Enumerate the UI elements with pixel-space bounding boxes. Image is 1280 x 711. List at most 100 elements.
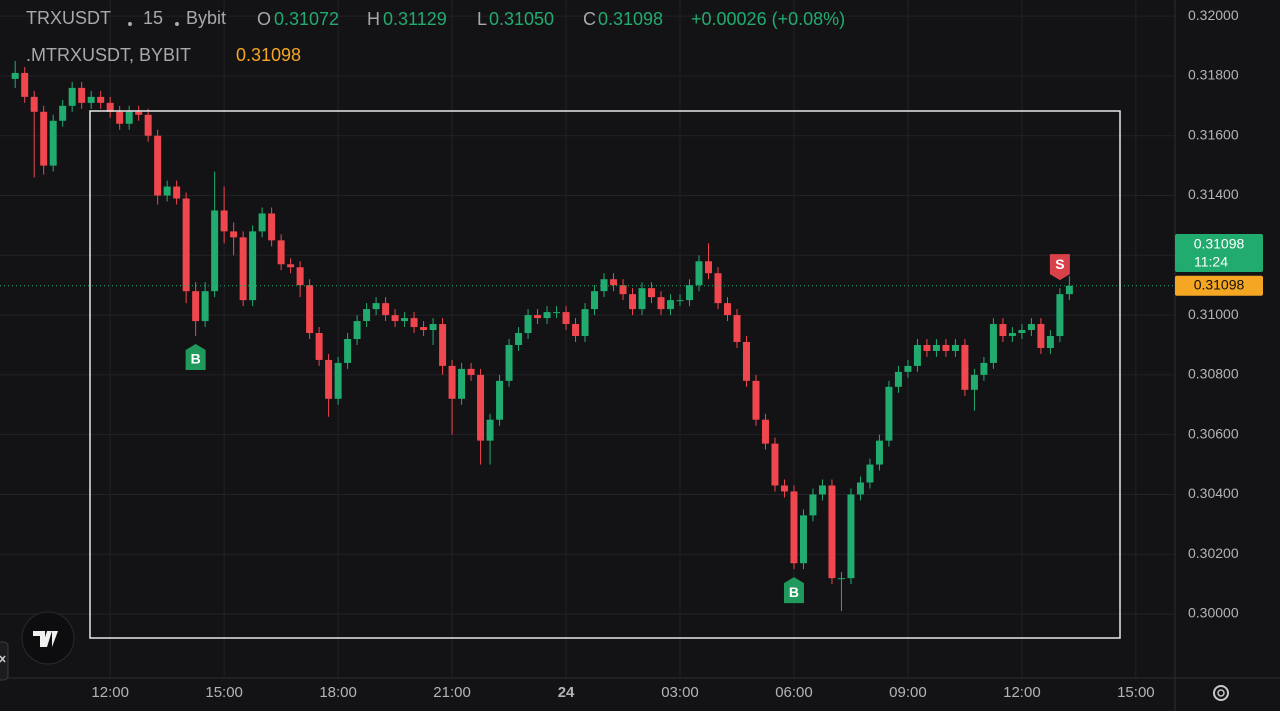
candle-body bbox=[325, 359, 333, 399]
candle-body bbox=[296, 267, 304, 286]
candle-body bbox=[932, 344, 940, 351]
x-tick-label: 12:00 bbox=[91, 684, 129, 701]
rectangle-drawing bbox=[89, 110, 1121, 639]
x-tick-label: 18:00 bbox=[319, 684, 357, 701]
candle-body bbox=[733, 315, 741, 342]
trade-marker: B bbox=[185, 344, 206, 371]
candle-body bbox=[913, 344, 921, 366]
grid bbox=[0, 0, 1175, 678]
y-tick-label: 0.30600 bbox=[1188, 425, 1239, 441]
indicator-name: .MTRXUSDT, BYBIT bbox=[26, 45, 191, 65]
candle-body bbox=[961, 344, 969, 390]
candle-body bbox=[619, 285, 627, 295]
countdown: 11:24 bbox=[1194, 254, 1228, 270]
settings-icon[interactable] bbox=[1213, 685, 1229, 701]
candle-body bbox=[761, 419, 769, 444]
candle-body bbox=[420, 327, 428, 331]
candle-body bbox=[363, 309, 371, 322]
candle-body bbox=[173, 186, 181, 199]
candle-body bbox=[277, 240, 285, 265]
candle-body bbox=[40, 111, 48, 166]
x-tick-label: 06:00 bbox=[775, 684, 813, 701]
gear-hub bbox=[1217, 689, 1225, 697]
candle-body bbox=[572, 324, 580, 337]
candle-body bbox=[1018, 330, 1026, 334]
x-tick-label: 24 bbox=[558, 684, 575, 701]
candle-body bbox=[211, 210, 219, 292]
candle-body bbox=[1056, 294, 1064, 337]
x-tick-label: 09:00 bbox=[889, 684, 927, 701]
candle-body bbox=[315, 333, 323, 360]
candle-body bbox=[894, 371, 902, 387]
close-label: C bbox=[583, 9, 596, 29]
marker-label: B bbox=[789, 584, 799, 600]
candle-body bbox=[125, 111, 133, 124]
marker-label: S bbox=[1055, 256, 1064, 272]
candle-body bbox=[106, 102, 114, 112]
low-label: L bbox=[477, 9, 487, 29]
trade-marker: S bbox=[1049, 254, 1070, 281]
candle-body bbox=[258, 213, 266, 232]
candle-body bbox=[866, 464, 874, 483]
x-tick-label: 21:00 bbox=[433, 684, 471, 701]
candle-body bbox=[837, 578, 845, 580]
y-tick-label: 0.30000 bbox=[1188, 605, 1239, 621]
candle-body bbox=[543, 312, 551, 319]
candle-body bbox=[458, 368, 466, 399]
candle-body bbox=[391, 315, 399, 322]
candle-body bbox=[562, 312, 570, 325]
candle-body bbox=[809, 494, 817, 516]
candle-body bbox=[686, 285, 694, 301]
candle-body bbox=[21, 72, 29, 97]
candle-body bbox=[372, 303, 380, 310]
candle-body bbox=[467, 368, 475, 375]
interval: 15 bbox=[143, 8, 163, 28]
candle-body bbox=[1037, 324, 1045, 348]
marker-shape bbox=[185, 344, 206, 371]
marker-shape bbox=[1049, 254, 1070, 281]
candle-body bbox=[629, 294, 637, 310]
candle-body bbox=[818, 485, 826, 495]
symbol: TRXUSDT bbox=[26, 8, 111, 28]
candle-body bbox=[287, 264, 295, 268]
candle-body bbox=[742, 341, 750, 381]
candle-body bbox=[192, 291, 200, 322]
candle-body bbox=[904, 365, 912, 372]
candle-body bbox=[885, 386, 893, 441]
high-label: H bbox=[367, 9, 380, 29]
candle-body bbox=[334, 362, 342, 399]
indicator-price-label: 0.31098 bbox=[1194, 276, 1245, 292]
candle-body bbox=[477, 374, 485, 441]
candle-body bbox=[1065, 285, 1073, 295]
y-tick-label: 0.30800 bbox=[1188, 366, 1239, 382]
candle-body bbox=[648, 288, 656, 298]
legend: TRXUSDT 15 Bybit O 0.31072 H 0.31129 L 0… bbox=[26, 8, 845, 65]
candle-body bbox=[230, 231, 238, 238]
candle-body bbox=[771, 443, 779, 486]
candle-body bbox=[135, 111, 143, 115]
candle-body bbox=[752, 380, 760, 420]
high-value: 0.31129 bbox=[383, 9, 447, 29]
candle-body bbox=[68, 87, 76, 106]
open-label: O bbox=[257, 9, 271, 29]
candle-body bbox=[534, 315, 542, 319]
candle-body bbox=[220, 210, 228, 232]
marker-label: B bbox=[191, 351, 201, 367]
candle-body bbox=[524, 315, 532, 334]
separator bbox=[175, 22, 179, 26]
x-tick-label: 15:00 bbox=[1117, 684, 1155, 701]
candle-body bbox=[847, 494, 855, 579]
x-tick-label: 15:00 bbox=[205, 684, 243, 701]
candle-body bbox=[1046, 336, 1054, 348]
candle-body bbox=[695, 261, 703, 286]
candle-body bbox=[714, 273, 722, 304]
candle-body bbox=[828, 485, 836, 579]
candle-body bbox=[344, 339, 352, 363]
candle-body bbox=[856, 482, 864, 495]
y-tick-label: 0.31000 bbox=[1188, 306, 1239, 322]
gear bbox=[1213, 685, 1229, 701]
y-tick-label: 0.31800 bbox=[1188, 67, 1239, 83]
indicator-value: 0.31098 bbox=[236, 45, 301, 65]
candle-body bbox=[49, 120, 57, 166]
